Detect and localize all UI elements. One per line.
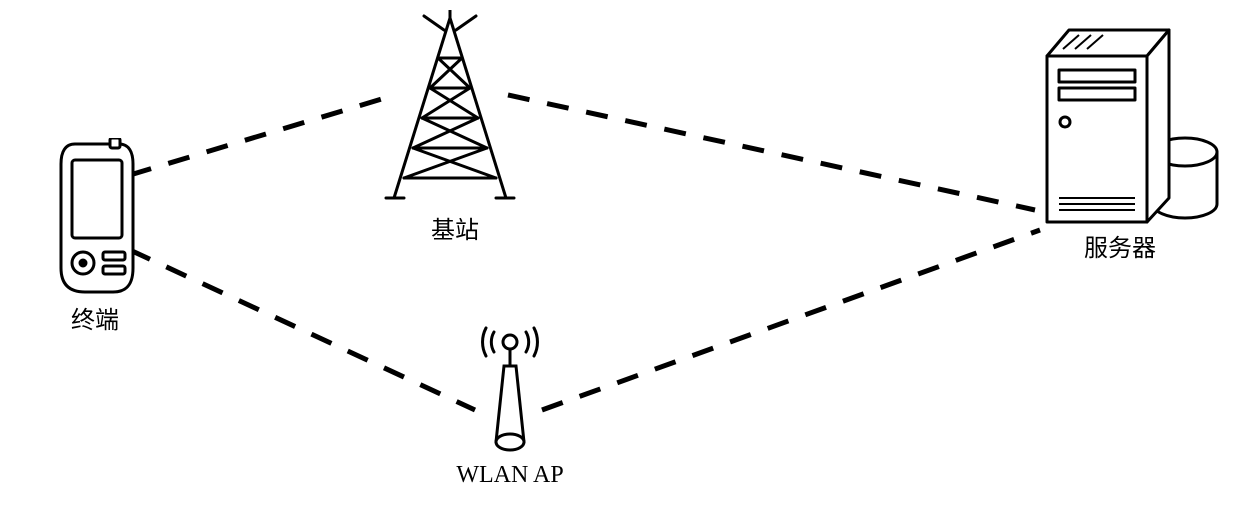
server-node bbox=[1035, 22, 1225, 232]
server-icon bbox=[1035, 22, 1225, 227]
server-label: 服务器 bbox=[1065, 228, 1175, 263]
terminal-label: 终端 bbox=[55, 300, 135, 335]
wlan-ap-label: WLAN AP bbox=[445, 462, 575, 489]
edge-basestation-server bbox=[508, 95, 1035, 210]
wlan-ap-node bbox=[470, 320, 550, 465]
edge-terminal-wlan bbox=[130, 250, 475, 410]
edge-wlan-server bbox=[542, 230, 1040, 410]
wlan-ap-icon bbox=[470, 320, 550, 460]
base-station-node bbox=[380, 10, 520, 213]
base-station-label: 基站 bbox=[415, 210, 495, 245]
terminal-icon bbox=[55, 138, 140, 298]
base-station-icon bbox=[380, 10, 520, 208]
diagram-stage: 终端 bbox=[0, 0, 1240, 520]
edge-terminal-basestation bbox=[130, 95, 395, 175]
terminal-node bbox=[55, 138, 140, 303]
